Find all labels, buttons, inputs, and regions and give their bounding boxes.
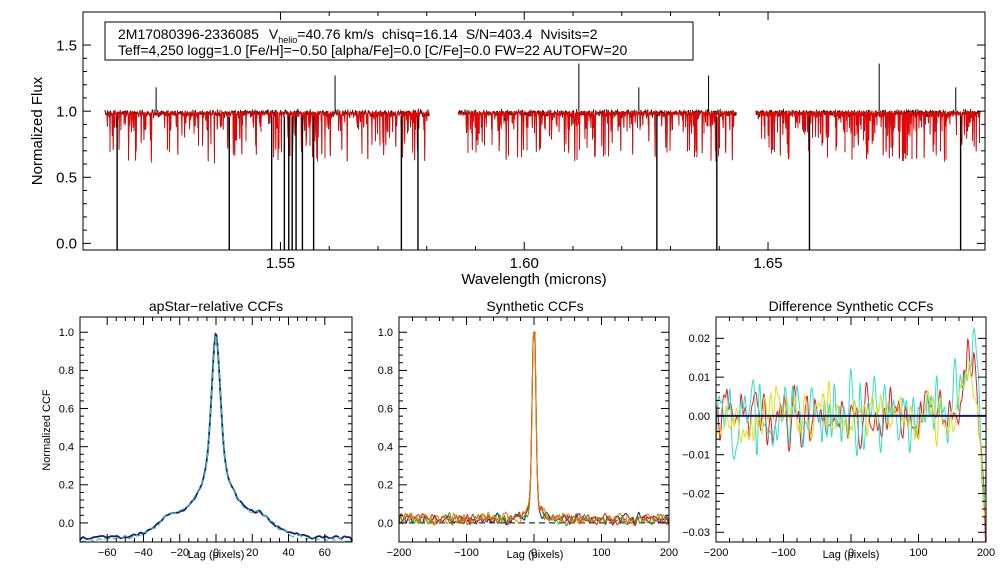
difference-ccf-line <box>716 327 986 507</box>
spectrum-y-label: Normalized Flux <box>29 76 46 185</box>
spectrum-plot-frame <box>82 11 986 251</box>
y-tick-label: 1.0 <box>378 327 393 339</box>
x-tick-label: 200 <box>660 547 678 559</box>
difference-ccf-line <box>716 361 986 516</box>
synthetic-ccf-line <box>398 331 670 527</box>
snr-value: S/N=403.4 <box>466 26 533 42</box>
spectrum-model-line <box>104 110 430 163</box>
synthetic-ccf-panel: Synthetic CCFs −200 −100 0 100 200 0.0 0.2 0.4 0… <box>378 298 678 561</box>
synthetic-ccf-ticks: −200 −100 0 100 200 0.0 0.2 0.4 0.6 0.8 1.0 <box>378 317 678 559</box>
y-tick-label: 0.6 <box>378 403 393 415</box>
apstar-ccf-y-label: Normalized CCF <box>41 389 53 471</box>
x-tick-label: −200 <box>704 547 729 559</box>
synthetic-ccf-title: Synthetic CCFs <box>486 298 583 314</box>
difference-ccf-clip-group <box>716 327 986 542</box>
spectrum-model-line <box>458 109 737 162</box>
spectrum-info-box <box>104 21 694 61</box>
x-tick-label: 100 <box>592 547 610 559</box>
synthetic-ccf-series-group <box>398 331 670 527</box>
y-tick-label: 0.00 <box>689 411 710 423</box>
y-tick-label: 0.02 <box>689 333 710 345</box>
y-tick-label: 0.2 <box>59 480 74 492</box>
apstar-ccf-line <box>79 333 353 544</box>
vhelio-prefix: V <box>269 26 279 42</box>
y-tick-label: 0.8 <box>59 365 74 377</box>
y-tick-label: 0.4 <box>59 442 74 454</box>
y-tick-label: 0.0 <box>59 518 74 530</box>
apstar-ccf-series-group <box>79 332 353 544</box>
x-tick-label: −60 <box>98 547 117 559</box>
synthetic-ccf-line <box>398 331 670 527</box>
vhelio-subscript: helio <box>278 35 297 45</box>
x-tick-label: −40 <box>134 547 153 559</box>
difference-ccf-plot-frame <box>715 316 987 543</box>
spectrum-x-label: Wavelength (microns) <box>461 271 606 288</box>
spectrum-header-line-2: Teff=4,250 logg=1.0 [Fe/H]=−0.50 [alpha/… <box>118 42 627 58</box>
y-tick-label: 1.0 <box>59 327 74 339</box>
y-tick-label: 0.01 <box>689 372 710 384</box>
synthetic-ccf-line <box>399 331 670 527</box>
apstar-ccf-x-label: Lag (pixels) <box>188 549 245 561</box>
x-tick-label: −20 <box>170 547 189 559</box>
apstar-ccf-plot-frame <box>79 316 353 543</box>
difference-ccf-panel: Difference Synthetic CCFs −200 −100 0 100 20… <box>682 298 995 561</box>
x-tick-label: −100 <box>454 547 479 559</box>
spectrum-header-line-1: 2M17080396-2336085 Vhelio=40.76 km/s chisq… <box>118 26 598 45</box>
y-tick-label: 0.5 <box>56 170 77 187</box>
x-tick-label: 1.55 <box>266 255 295 272</box>
y-tick-label: 0.2 <box>378 480 393 492</box>
y-tick-label: 1.0 <box>56 103 77 120</box>
x-tick-label: 0 <box>213 547 219 559</box>
x-tick-label: 40 <box>282 547 294 559</box>
apstar-ccf-ticks: −60 −40 −20 0 20 40 60 0.0 0.2 0.4 0.6 0.8 1.0 <box>59 317 352 559</box>
y-tick-label: 0.4 <box>378 442 393 454</box>
y-tick-label: −0.02 <box>682 488 710 500</box>
difference-ccf-ticks: −200 −100 0 100 200 −0.03 −0.02 −0.01 0.00 0.01 0.… <box>682 317 995 559</box>
x-tick-label: 0 <box>531 547 537 559</box>
apstar-ccf-title: apStar−relative CCFs <box>149 298 283 314</box>
synthetic-ccf-x-label: Lag (pixels) <box>507 549 564 561</box>
y-tick-label: −0.03 <box>682 527 710 539</box>
spectrum-model-line <box>755 109 981 162</box>
y-tick-label: 0.8 <box>378 365 393 377</box>
spectrum-observed-line <box>104 107 430 164</box>
synthetic-ccf-plot-frame <box>398 316 670 543</box>
synthetic-ccf-line <box>398 331 670 527</box>
x-tick-label: −100 <box>771 547 796 559</box>
y-tick-label: 0.6 <box>59 403 74 415</box>
spectrum-series-group <box>104 63 981 250</box>
y-tick-label: −0.01 <box>682 450 710 462</box>
x-tick-label: 200 <box>977 547 995 559</box>
x-tick-label: 1.60 <box>510 255 539 272</box>
x-tick-label: 0 <box>848 547 854 559</box>
difference-ccf-series-group <box>716 327 986 542</box>
x-tick-label: −200 <box>387 547 412 559</box>
y-tick-label: 0.0 <box>378 518 393 530</box>
star-id: 2M17080396-2336085 <box>118 26 259 42</box>
x-tick-label: 1.65 <box>753 255 782 272</box>
x-tick-label: 60 <box>319 547 331 559</box>
nvisits-value: Nvisits=2 <box>540 26 597 42</box>
x-tick-label: 20 <box>246 547 258 559</box>
spectrum-clip-group <box>104 63 981 250</box>
difference-ccf-title: Difference Synthetic CCFs <box>769 298 934 314</box>
apstar-ccf-line <box>79 332 353 542</box>
difference-ccf-x-label: Lag (pixels) <box>823 549 880 561</box>
y-tick-label: 1.5 <box>56 37 77 54</box>
y-tick-label: 0.0 <box>56 236 77 253</box>
spectrum-ticks: 1.55 1.60 1.65 0.0 0.5 1.0 1.5 <box>56 12 985 272</box>
chisq-value: chisq=16.14 <box>382 26 458 42</box>
x-tick-label: 100 <box>909 547 927 559</box>
vhelio-value: =40.76 km/s <box>297 26 374 42</box>
spectrum-panel: 1.55 1.60 1.65 0.0 0.5 1.0 1.5 Wavelength (mic… <box>29 11 986 288</box>
apstar-ccf-panel: apStar−relative CCFs −60 −40 −20 0 20 40 60 0.0… <box>41 298 353 561</box>
